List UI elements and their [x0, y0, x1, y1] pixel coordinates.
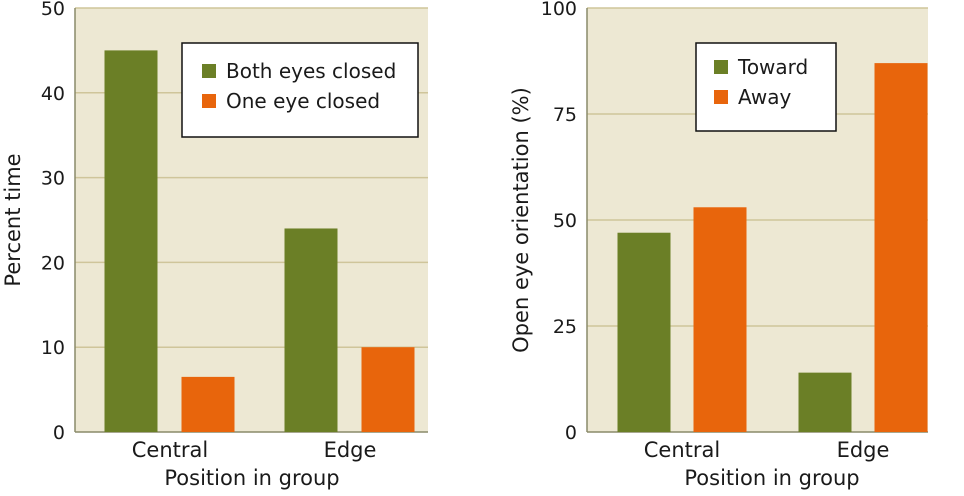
- y-tick-label: 20: [41, 252, 65, 274]
- y-tick-label: 75: [553, 104, 577, 126]
- bar-one-eye-closed-central: [181, 376, 235, 432]
- x-axis-title: Position in group: [684, 466, 859, 490]
- y-tick-label: 25: [553, 316, 577, 338]
- x-tick-label: Central: [644, 438, 720, 462]
- y-tick-label: 30: [41, 168, 65, 190]
- legend-label: Away: [738, 85, 791, 109]
- legend-label: Both eyes closed: [226, 59, 396, 83]
- legend-swatch: [714, 90, 728, 104]
- bar-away-central: [693, 207, 747, 432]
- bar-both-eyes-closed-edge: [284, 228, 338, 432]
- x-tick-label: Edge: [324, 438, 377, 462]
- bar-both-eyes-closed-central: [104, 50, 158, 433]
- legend-swatch: [714, 60, 728, 74]
- y-tick-label: 0: [53, 422, 65, 444]
- legend-box-1: [181, 42, 419, 138]
- bar-toward-edge: [798, 372, 852, 432]
- bar-toward-central: [617, 232, 671, 432]
- x-tick-label: Central: [132, 438, 208, 462]
- legend-box-2: [695, 42, 837, 132]
- x-axis-title: Position in group: [164, 466, 339, 490]
- y-tick-label: 0: [565, 422, 577, 444]
- y-axis-title: Open eye orientation (%): [509, 87, 533, 353]
- legend-swatch: [202, 94, 216, 108]
- bar-one-eye-closed-edge: [361, 347, 415, 432]
- legend-label: One eye closed: [226, 89, 380, 113]
- y-tick-label: 10: [41, 337, 65, 359]
- y-tick-label: 50: [41, 0, 65, 20]
- bar-away-edge: [874, 63, 928, 433]
- legend-swatch: [202, 64, 216, 78]
- legend-label: Toward: [737, 55, 808, 79]
- y-axis-title: Percent time: [1, 153, 25, 286]
- y-tick-label: 40: [41, 83, 65, 105]
- y-tick-label: 100: [541, 0, 577, 20]
- y-tick-label: 50: [553, 210, 577, 232]
- x-tick-label: Edge: [837, 438, 890, 462]
